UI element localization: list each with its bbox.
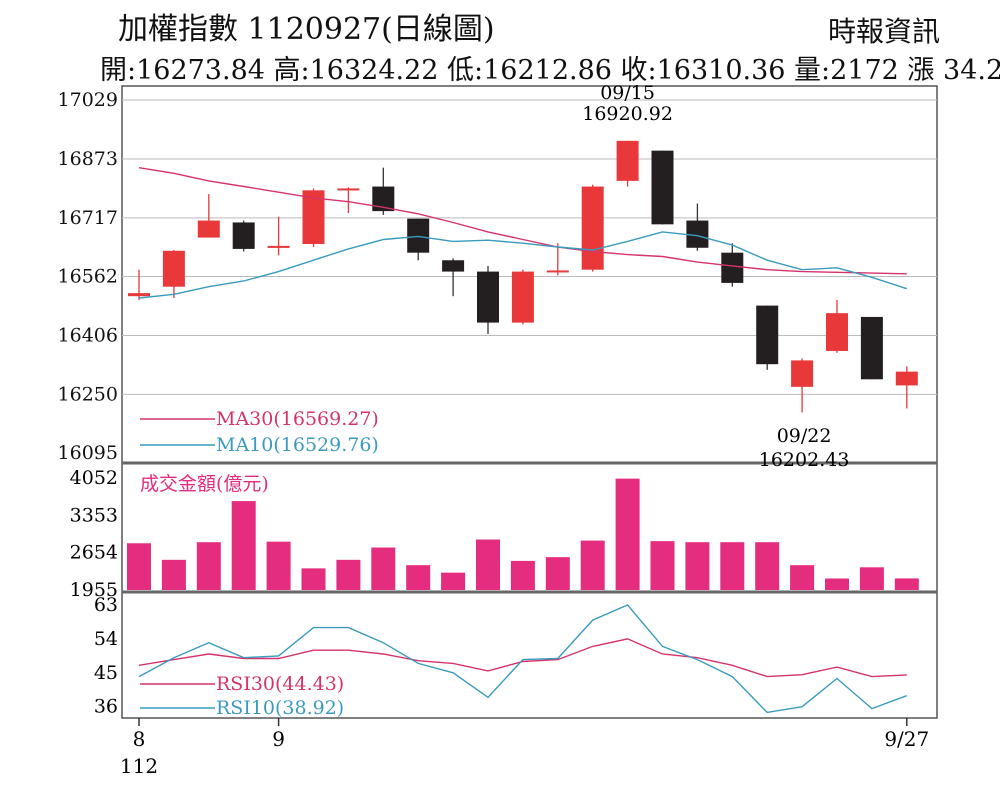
legend-rsi30: RSI30(44.43) [216,673,344,695]
volume-bar [545,557,570,590]
candle-body [791,360,814,387]
y-tick-label: 1955 [70,579,118,601]
y-tick-label: 16873 [58,148,118,170]
annotation-date: 09/15 [600,82,655,104]
candle-body [721,252,744,283]
volume-bar [371,547,396,590]
candle-body [407,218,430,253]
annotation-value: 16920.92 [582,103,673,125]
plot-border [121,85,938,719]
y-tick-label: 16717 [58,207,118,229]
x-tick-label: 9 [272,727,285,751]
volume-bar [266,541,291,590]
rsi30-line [138,638,907,678]
candle-body [267,245,290,248]
candle-body [372,186,395,212]
volume-panel: 4052 3353 2654 1955 成交金額(億元) [70,467,919,601]
y-tick-label: 2654 [70,542,118,564]
candle-body [128,293,150,297]
volume-bar [406,565,431,590]
y-tick-label: 16250 [58,383,118,405]
volume-bar [231,501,256,590]
volume-bar [336,559,361,590]
rsi10-line [138,604,908,714]
x-tick-label: 8 [133,727,146,751]
legend-ma30: MA30(16569.27) [216,408,379,430]
candle-body [197,220,220,238]
volume-bar [755,542,780,590]
volume-bar [476,539,500,590]
volume-bar [127,543,151,590]
candle-body [651,150,674,225]
volume-bar [650,541,675,590]
y-tick-label: 3353 [70,504,118,526]
y-tick-label: 36 [94,696,118,718]
candle-body [546,270,569,273]
rsi-panel: 63 54 45 36 RSI30(44.43)RSI10(38.92) [94,594,908,719]
candle-body [337,188,360,191]
y-tick-label: 16406 [58,324,118,346]
y-tick-label: 54 [94,628,118,650]
candle-body [302,190,325,244]
volume-bar [685,542,710,590]
y-tick-label: 4052 [70,467,118,489]
volume-bar [161,559,186,590]
candle-body [477,271,499,323]
x-tick-label: 9/27 [884,727,929,751]
volume-bar [510,560,535,590]
candle-body [756,305,779,365]
volume-title: 成交金額(億元) [140,473,269,495]
chart-title: 加權指數 1120927(日線圖) [118,12,495,47]
candle-body [860,316,883,380]
ma30-line [138,167,907,275]
candle-body [581,186,604,270]
x-axis: 8 112 9 9/27 [120,718,929,778]
legend-ma10: MA10(16529.76) [216,434,379,456]
candle-body [826,313,848,351]
volume-bar [720,542,745,590]
candle-body [616,140,639,181]
y-tick-label: 16562 [58,266,118,288]
volume-bar [441,572,466,590]
volume-bar [196,542,221,590]
candle-body [442,260,465,272]
ohlc-summary: 開:16273.84 高:16324.22 低:16212.86 收:16310… [100,55,1000,86]
candle-body [232,222,255,249]
ma10-line [138,231,908,299]
candle-body [895,371,918,386]
volume-bar [825,578,849,590]
candle-body [686,220,709,248]
candle-body [511,271,534,323]
volume-bar [859,567,884,590]
annotation-date: 09/22 [777,425,832,447]
volume-bar [790,565,815,590]
source-label: 時報資訊 [827,15,940,48]
y-tick-label: 63 [94,594,118,616]
y-tick-label: 45 [94,662,118,684]
price-panel: 17029 16873 16717 16562 16406 16250 16095 MA30(… [58,82,937,471]
x-tick-sublabel: 112 [120,754,158,778]
y-tick-label: 17029 [58,89,118,111]
volume-bar [894,578,919,590]
volume-bar [615,478,640,590]
volume-bar [301,568,326,590]
volume-bar [580,540,605,590]
chart-frame [121,85,938,719]
annotation-value: 16202.43 [759,449,850,471]
legend-rsi10: RSI10(38.92) [216,697,344,719]
candle-body [162,250,185,287]
y-tick-label: 16095 [58,442,118,464]
